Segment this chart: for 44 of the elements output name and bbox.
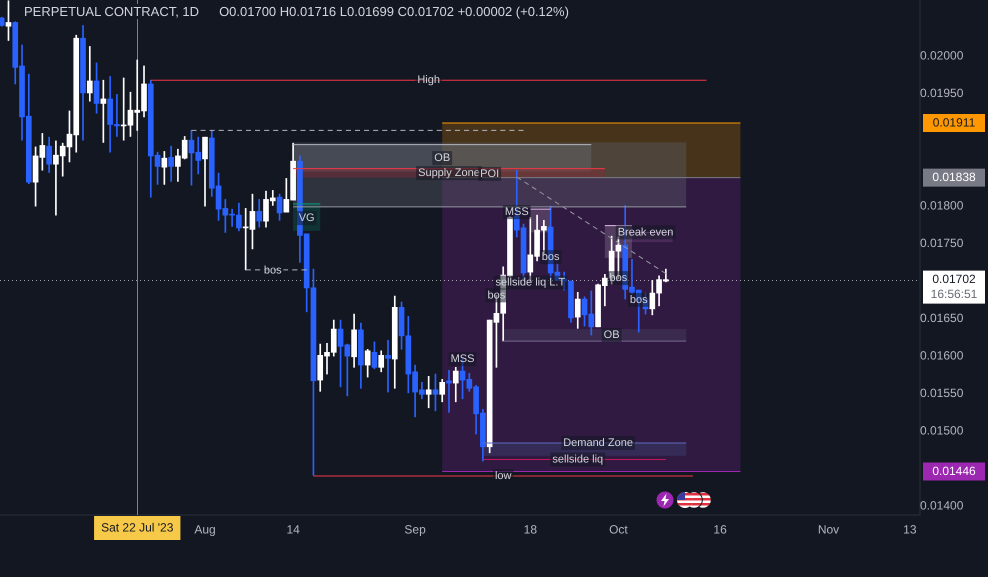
annotation: sellside liq	[552, 454, 604, 466]
annotation: Supply Zone	[418, 167, 480, 180]
annotation: VG	[298, 212, 315, 224]
annotation: Break even	[618, 226, 674, 238]
x-tick-label: Sep	[404, 522, 426, 537]
y-tick-label: 0.01750	[920, 236, 964, 250]
candlestick	[6, 0, 12, 41]
x-tick-label: Oct	[609, 522, 628, 537]
annotation: OB	[604, 329, 620, 342]
x-tick-label: Nov	[818, 522, 840, 537]
x-tick-label: Aug	[194, 522, 216, 537]
annotation: bos	[610, 272, 628, 284]
annotation: OB	[434, 152, 450, 164]
text: 0.01446	[932, 464, 976, 478]
annotation: POI	[480, 168, 500, 180]
text: 0.01838	[932, 170, 976, 184]
y-tick-label: 0.01600	[920, 348, 964, 362]
annotation: Demand Zone	[563, 437, 633, 450]
text: 0.01911	[932, 115, 976, 130]
annotation: bos	[542, 251, 560, 264]
y-tick-label: 0.01500	[920, 423, 964, 438]
y-tick-label: 0.02000	[920, 48, 964, 63]
candlestick	[432, 374, 438, 412]
x-tick-label: 13	[903, 522, 917, 537]
candlestick	[446, 370, 452, 413]
chart-title: PERPETUAL CONTRACT, 1D	[22, 4, 202, 19]
y-tick-label: 0.01950	[920, 86, 964, 100]
chart-subtitle: O0.01700 H0.01716 L0.01699 C0.01702 +0.00002 (+0.12%)	[217, 4, 571, 19]
annotation: MSS	[450, 353, 474, 366]
ref-line-label: 0.01702 16:56:51	[930, 272, 978, 301]
x-tick-label: 18	[524, 522, 538, 537]
ref-line-label: Sat 22 Jul '23	[101, 520, 174, 534]
annotation: bos	[264, 264, 282, 277]
annotation: low	[494, 470, 512, 482]
x-tick-label: 16	[713, 522, 728, 537]
x-tick-label: 14	[286, 522, 300, 537]
annotation: MSS	[504, 206, 529, 218]
y-tick-label: 0.01400	[920, 498, 964, 512]
candlestick	[385, 340, 391, 392]
annotation: High	[417, 74, 440, 86]
annotation: bos	[630, 294, 648, 306]
y-tick-label: 0.01550	[920, 386, 964, 400]
y-tick-label: 0.01650	[920, 310, 964, 325]
y-tick-label: 0.01800	[920, 198, 964, 212]
